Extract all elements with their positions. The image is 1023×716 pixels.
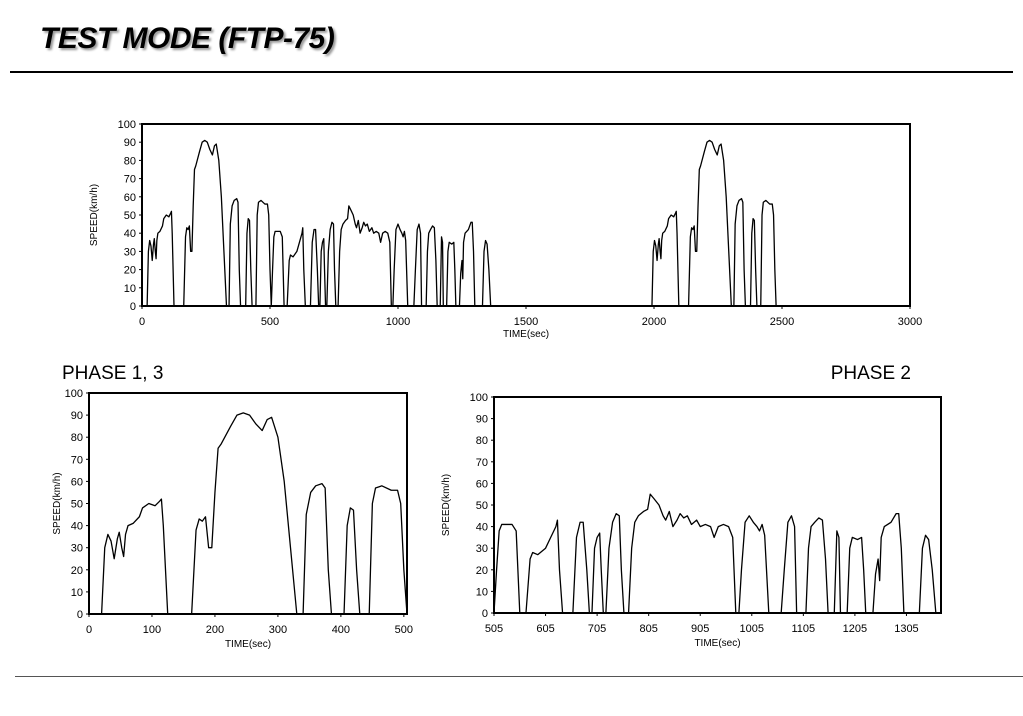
footer-rule [15, 676, 1023, 677]
phase-title: PHASE 2 [831, 363, 911, 384]
y-tick-label: 100 [470, 392, 488, 404]
x-tick-label: 805 [639, 623, 657, 635]
x-tick-label: 505 [485, 623, 503, 635]
plot-frame [493, 396, 942, 614]
y-axis-label: SPEED(km/h) [52, 472, 63, 534]
speed-line [89, 412, 408, 615]
y-tick-label: 90 [71, 410, 83, 422]
y-tick-label: 30 [476, 543, 488, 555]
y-tick-label: 0 [482, 608, 488, 620]
x-axis-label: TIME(sec) [694, 638, 740, 649]
header-rule [10, 71, 1013, 73]
y-tick-label: 40 [476, 522, 488, 534]
y-tick-label: 10 [124, 283, 136, 295]
y-tick-label: 70 [124, 174, 136, 186]
y-tick-label: 80 [71, 432, 83, 444]
y-tick-label: 20 [476, 565, 488, 577]
slide-title: TEST MODE (FTP-75) [40, 22, 335, 55]
x-tick-label: 1205 [843, 623, 867, 635]
x-tick-label: 1105 [792, 623, 816, 635]
y-axis-label: SPEED(km/h) [89, 184, 100, 246]
x-tick-label: 1305 [894, 623, 918, 635]
y-tick-label: 70 [71, 454, 83, 466]
y-tick-label: 30 [124, 246, 136, 258]
x-tick-label: 605 [536, 623, 554, 635]
y-tick-label: 50 [124, 210, 136, 222]
plot-frame [88, 392, 408, 615]
y-tick-label: 10 [476, 586, 488, 598]
y-tick-label: 90 [476, 414, 488, 426]
y-tick-label: 90 [124, 137, 136, 149]
x-tick-label: 200 [206, 624, 224, 636]
x-tick-label: 1500 [514, 316, 538, 328]
x-tick-label: 500 [395, 624, 413, 636]
y-tick-label: 50 [71, 499, 83, 511]
y-tick-label: 0 [77, 609, 83, 621]
y-tick-label: 100 [118, 119, 136, 131]
y-tick-label: 70 [476, 457, 488, 469]
y-axis-label: SPEED(km/h) [441, 474, 452, 536]
x-tick-label: 1000 [386, 316, 410, 328]
y-tick-label: 80 [124, 155, 136, 167]
x-tick-label: 2500 [770, 316, 794, 328]
x-tick-label: 300 [269, 624, 287, 636]
x-tick-label: 2000 [642, 316, 666, 328]
y-tick-label: 100 [65, 388, 83, 400]
x-tick-label: 100 [143, 624, 161, 636]
y-tick-label: 0 [130, 301, 136, 313]
y-tick-label: 10 [71, 587, 83, 599]
x-tick-label: 705 [588, 623, 606, 635]
phase-title: PHASE 1, 3 [62, 363, 163, 384]
x-axis-label: TIME(sec) [503, 329, 549, 340]
x-axis-label: TIME(sec) [225, 639, 271, 650]
speed-line [493, 493, 941, 614]
speed-line [142, 139, 777, 307]
x-tick-label: 905 [691, 623, 709, 635]
y-tick-label: 60 [476, 478, 488, 490]
plot-frame [141, 123, 911, 307]
y-tick-label: 20 [124, 265, 136, 277]
x-tick-label: 500 [261, 316, 279, 328]
y-tick-label: 80 [476, 435, 488, 447]
x-tick-label: 400 [332, 624, 350, 636]
y-tick-label: 60 [124, 192, 136, 204]
y-tick-label: 50 [476, 500, 488, 512]
x-tick-label: 1005 [740, 623, 764, 635]
y-tick-label: 40 [124, 228, 136, 240]
x-tick-label: 0 [139, 316, 145, 328]
y-tick-label: 30 [71, 543, 83, 555]
y-tick-label: 60 [71, 476, 83, 488]
x-tick-label: 3000 [898, 316, 922, 328]
y-tick-label: 20 [71, 565, 83, 577]
y-tick-label: 40 [71, 521, 83, 533]
x-tick-label: 0 [86, 624, 92, 636]
